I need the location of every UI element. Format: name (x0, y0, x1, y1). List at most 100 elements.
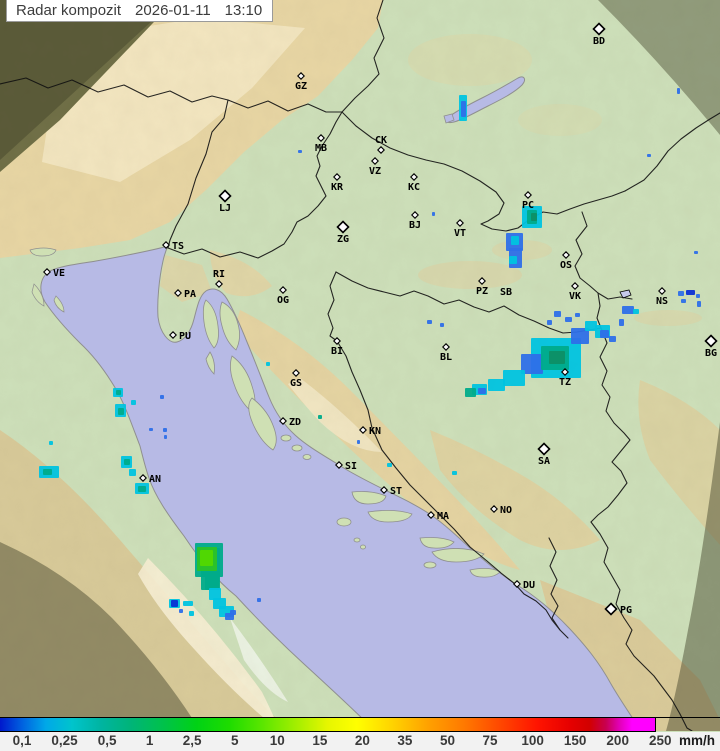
city-marker-SA: SA (537, 442, 551, 467)
city-label-VK: VK (569, 291, 581, 302)
city-diamond-icon (162, 241, 170, 249)
radar-echo (138, 486, 146, 492)
city-marker-RI: RI (213, 269, 225, 288)
city-marker-NO: NO (490, 505, 512, 516)
legend-tick-12: 100 (521, 733, 544, 748)
city-diamond-icon (561, 368, 569, 376)
radar-echo (427, 320, 432, 324)
city-marker-PA: PA (174, 289, 196, 300)
city-marker-SI: SI (335, 461, 357, 472)
city-label-DU: DU (523, 580, 535, 591)
city-marker-ST: ST (380, 486, 402, 497)
city-marker-BI: BI (331, 337, 343, 357)
city-marker-VK: VK (569, 282, 581, 302)
radar-echo (149, 428, 153, 431)
city-label-OS: OS (560, 260, 572, 271)
legend-tick-5: 5 (230, 733, 239, 748)
radar-echo (49, 441, 53, 445)
radar-echo (131, 400, 136, 405)
radar-echo (440, 323, 444, 327)
city-marker-NS: NS (656, 287, 668, 307)
city-label-MB: MB (315, 143, 327, 154)
city-label-VZ: VZ (369, 166, 381, 177)
legend-strip (0, 732, 720, 751)
city-diamond-icon (513, 580, 521, 588)
radar-time: 13:10 (224, 2, 263, 19)
city-label-ZG: ZG (337, 234, 349, 245)
radar-echo (678, 291, 684, 296)
radar-echo (163, 428, 167, 432)
radar-echo (488, 379, 505, 391)
radar-echo (622, 306, 634, 314)
city-diamond-icon (333, 173, 341, 181)
radar-echo (521, 354, 543, 374)
city-label-BI: BI (331, 346, 343, 357)
city-diamond-icon (427, 511, 435, 519)
city-marker-VE: VE (43, 268, 65, 279)
city-label-VT: VT (454, 228, 466, 239)
city-label-VE: VE (53, 268, 65, 279)
radar-echo (387, 463, 392, 467)
city-label-KR: KR (331, 182, 344, 193)
radar-echo (697, 301, 701, 307)
legend-divider (0, 717, 720, 718)
city-label-AN: AN (149, 474, 161, 485)
radar-echo (619, 319, 624, 326)
radar-echo (478, 388, 486, 394)
city-diamond-icon (317, 134, 325, 142)
radar-echo (633, 309, 639, 314)
radar-echo (43, 469, 52, 475)
city-diamond-icon (174, 289, 182, 297)
city-diamond-icon (377, 146, 385, 154)
legend-tick-15: 250 (648, 733, 672, 748)
city-label-PC: PC (522, 200, 534, 211)
city-diamond-icon (456, 219, 464, 227)
venice-lagoon (29, 247, 65, 313)
legend-tick-8: 20 (354, 733, 370, 748)
city-marker-MA: MA (427, 511, 449, 522)
city-label-BL: BL (440, 352, 452, 363)
city-label-PG: PG (620, 605, 632, 616)
croatian-islands (202, 299, 501, 578)
city-label-OG: OG (277, 295, 289, 306)
radar-echo (432, 212, 435, 216)
radar-echo (257, 598, 261, 602)
radar-echo (116, 390, 121, 395)
city-diamond-icon (292, 369, 300, 377)
city-label-KC: KC (408, 182, 420, 193)
radar-echo (677, 88, 680, 94)
city-marker-BL: BL (440, 343, 452, 363)
city-marker-BD: BD (592, 22, 606, 47)
title-bar: Radar kompozit 2026-01-11 13:10 (6, 0, 274, 22)
radar-date: 2026-01-11 (135, 2, 211, 19)
radar-echo (209, 588, 221, 600)
city-marker-OS: OS (560, 251, 572, 271)
city-diamond-icon (490, 505, 498, 513)
city-marker-PC: PC (522, 191, 534, 211)
country-borders (0, 0, 720, 731)
legend-tick-0: 0,1 (12, 733, 32, 748)
city-marker-MB: MB (315, 134, 327, 154)
city-label-NO: NO (500, 505, 512, 516)
city-diamond-icon (604, 602, 618, 616)
city-label-SA: SA (538, 456, 550, 467)
radar-echo (205, 574, 219, 590)
city-label-GS: GS (290, 378, 302, 389)
legend-tick-1: 0,25 (51, 733, 78, 748)
city-marker-PU: PU (169, 331, 191, 342)
city-label-PZ: PZ (476, 286, 488, 297)
city-marker-OG: OG (277, 286, 289, 306)
city-label-KN: KN (369, 426, 381, 437)
radar-echo (549, 351, 565, 364)
city-label-LJ: LJ (219, 203, 231, 214)
radar-echo (571, 328, 589, 344)
radar-echo (357, 440, 360, 444)
city-diamond-icon (297, 72, 305, 80)
city-label-PA: PA (184, 289, 196, 300)
city-diamond-icon (215, 280, 223, 288)
radar-echo (600, 330, 609, 338)
city-marker-GS: GS (290, 369, 302, 389)
legend-tick-11: 75 (482, 733, 498, 748)
city-diamond-icon (704, 334, 718, 348)
